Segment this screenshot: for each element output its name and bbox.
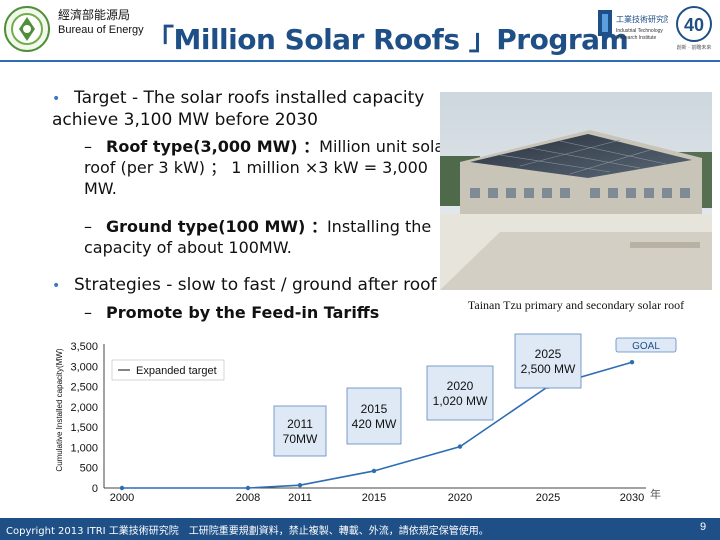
y-tick-label: 500: [80, 463, 98, 475]
footer-copyright: Copyright 2013 ITRI 工業技術研究院 工研院重要規劃資料，禁止…: [6, 526, 489, 537]
x-tick-label: 2011: [288, 492, 312, 504]
x-tick-label: 2015: [362, 492, 386, 504]
bullet-dot: •: [52, 91, 61, 107]
itri-logo: 工業技術研究院 Industrial Technology Research I…: [598, 10, 668, 41]
y-axis-label: Cumulative Installed capacity(MW): [55, 348, 64, 471]
dash-marker: –: [84, 303, 92, 322]
series-point: [371, 468, 377, 474]
y-tick-label: 1,000: [70, 442, 98, 454]
callout-value: 70MW: [283, 432, 318, 446]
x-tick-label: 2020: [448, 492, 472, 504]
dash-marker: –: [84, 137, 92, 156]
itri-name-chinese: 工業技術研究院: [616, 14, 668, 24]
callout-box: [426, 365, 494, 421]
goal-badge: GOAL: [615, 337, 677, 353]
header-divider: [0, 60, 720, 62]
itri-name-english-line2: Research Institute: [616, 35, 657, 41]
legend-box: [111, 359, 225, 381]
footer-bar: [0, 518, 720, 540]
bureau-name-english: Bureau of Energy: [58, 24, 144, 36]
anniversary-number: 40: [684, 15, 704, 35]
y-tick-label: 3,000: [70, 361, 98, 373]
x-tick-label: 2025: [536, 492, 560, 504]
sub-bullet-ground-type: – Ground type(100 MW) ：Installing the cap…: [62, 216, 464, 258]
x-tick-label: 2030: [620, 492, 644, 504]
feed-in-tariffs-text: Promote by the Feed-in Tariffs: [106, 303, 380, 322]
anniversary-slogan: 創新 · 前瞻未來: [677, 44, 712, 51]
photo-caption: Tainan Tzu primary and secondary solar r…: [467, 298, 685, 312]
ground-type-lead: Ground type(100 MW) ：: [106, 217, 327, 236]
series-point: [245, 485, 251, 491]
legend-label: Expanded target: [136, 365, 217, 377]
y-tick-label: 2,000: [70, 402, 98, 414]
roof-type-lead: Roof type(3,000 MW) ：: [106, 137, 320, 156]
anniversary-40-logo: 40 創新 · 前瞻未來: [676, 6, 712, 51]
x-tick-labels: 2000 2008 2011 2015 2020 2025 2030: [110, 492, 644, 504]
page-number: 9: [700, 521, 707, 533]
slide-title: 「Million Solar Roofs 」Program: [146, 23, 629, 56]
goal-label: GOAL: [632, 341, 660, 352]
y-tick-label: 2,500: [70, 382, 98, 394]
bureau-name-chinese: 經濟部能源局: [58, 8, 131, 22]
y-tick-labels: 0 500 1,000 1,500 2,000 2,500 3,000 3,500: [70, 341, 98, 495]
callout-box: [346, 387, 402, 445]
legend: Expanded target: [111, 359, 225, 381]
y-tick-label: 1,500: [70, 422, 98, 434]
bullet-target-text: Target - The solar roofs installed capac…: [52, 88, 425, 130]
x-tick-label: 2008: [236, 492, 260, 504]
series-point: [297, 482, 303, 488]
callout-year: 2015: [361, 402, 388, 416]
goal-box: [615, 337, 677, 353]
callout-year: 2020: [447, 379, 474, 393]
school-solar-roof-photo: [440, 92, 712, 290]
bullet-strategies-text: Strategies - slow to fast / ground after…: [74, 275, 437, 295]
x-tick-label: 2000: [110, 492, 134, 504]
callout-box: [273, 405, 327, 457]
callout-box: [514, 333, 582, 389]
series-point: [457, 444, 463, 449]
sub-bullet-feed-in-tariffs: – Promote by the Feed-in Tariffs: [62, 302, 464, 323]
y-tick-label: 3,500: [70, 341, 98, 353]
callout-value: 1,020 MW: [433, 394, 488, 408]
roof-type-text: Million unit solar roof (per 3 kW) ； 1 m…: [84, 137, 451, 198]
itri-name-english-line1: Industrial Technology: [616, 28, 663, 34]
series-point: [629, 360, 635, 365]
bullet-strategies: • Strategies - slow to fast / ground afte…: [30, 275, 492, 297]
callout-year: 2011: [287, 417, 313, 431]
dash-marker: –: [84, 217, 92, 236]
ground-type-text: Installing the capacity of about 100MW.: [84, 217, 432, 257]
callout-value: 2,500 MW: [521, 362, 576, 376]
bullet-target: • Target - The solar roofs installed capa…: [30, 88, 492, 131]
bureau-of-energy-logo: [4, 6, 50, 52]
callout-year: 2025: [535, 347, 562, 361]
x-axis-end-label: 年: [650, 487, 661, 501]
bullet-dot: •: [52, 278, 61, 294]
callout-value: 420 MW: [352, 417, 397, 431]
series-point: [119, 485, 125, 491]
sub-bullet-roof-type: – Roof type(3,000 MW) ：Million unit solar…: [62, 136, 464, 199]
capacity-chart: Cumulative Installed capacity(MW) 0 500 1,…: [55, 333, 677, 504]
y-tick-label: 0: [92, 483, 98, 495]
